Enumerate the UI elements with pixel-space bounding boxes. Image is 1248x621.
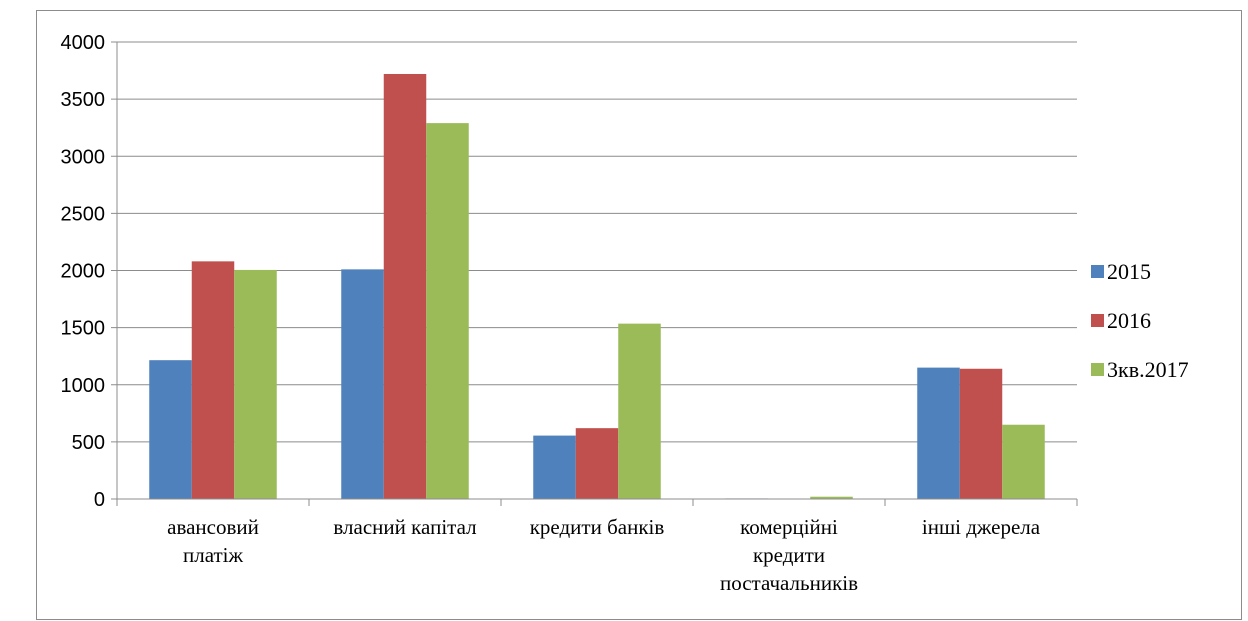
legend-swatch <box>1091 363 1104 376</box>
bar <box>533 435 576 499</box>
bar <box>575 428 619 499</box>
gridlines <box>117 41 1077 443</box>
y-tick-label: 3500 <box>61 89 106 111</box>
x-category-label: постачальників <box>720 571 858 595</box>
bars <box>149 73 1045 500</box>
y-tick-label: 3000 <box>61 146 106 168</box>
y-tick-label: 2500 <box>61 203 106 225</box>
bar <box>426 123 469 500</box>
legend-label: 2015 <box>1107 259 1151 284</box>
bar <box>234 269 277 499</box>
y-tick-label: 4000 <box>61 32 106 54</box>
legend-swatch <box>1091 265 1104 278</box>
x-category-label: кредити банків <box>530 515 665 539</box>
bar <box>1002 424 1045 499</box>
y-tick-label: 1000 <box>61 375 106 397</box>
legend-label: 3кв.2017 <box>1107 357 1189 382</box>
x-category-label: авансовий <box>167 515 259 539</box>
legend: 2015 2016 3кв.2017 <box>1091 259 1189 382</box>
x-category-label: інші джерела <box>922 515 1041 539</box>
bar <box>341 269 384 499</box>
bar <box>959 368 1003 499</box>
x-category-label: платіж <box>183 543 244 567</box>
x-category-label: комерційні <box>740 515 838 539</box>
y-tick-label: 500 <box>72 432 105 454</box>
bar <box>383 73 427 500</box>
bar <box>149 360 192 499</box>
y-tick-label: 1500 <box>61 318 106 340</box>
bar <box>810 496 853 499</box>
x-category-label: кредити <box>753 543 825 567</box>
legend-swatch <box>1091 314 1104 327</box>
y-tick-label: 0 <box>94 489 105 511</box>
y-tick-labels: 0 500 1000 1500 2000 2500 3000 3500 4000 <box>61 32 106 511</box>
x-category-labels: авансовий платіж власний капітал кредити ба… <box>167 515 1041 595</box>
bar <box>618 323 661 499</box>
x-category-label: власний капітал <box>333 515 476 539</box>
legend-label: 2016 <box>1107 308 1151 333</box>
axes <box>111 41 1078 506</box>
y-tick-label: 2000 <box>61 261 106 283</box>
bar <box>917 367 960 499</box>
bar <box>191 261 235 499</box>
